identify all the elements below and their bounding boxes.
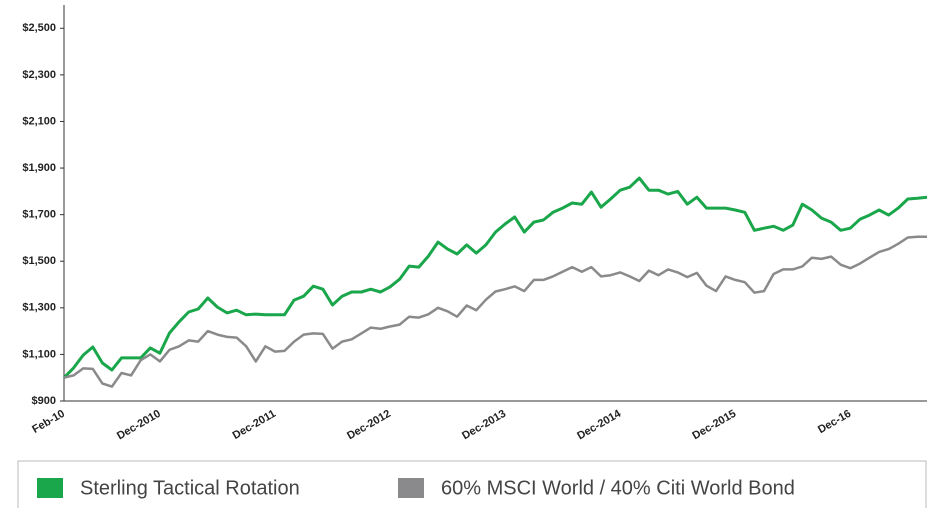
series-line xyxy=(62,176,928,379)
x-tick-label: Dec-16 xyxy=(816,408,853,436)
y-tick-label: $1,900 xyxy=(22,162,56,174)
x-tick-label: Dec-2013 xyxy=(460,408,508,443)
y-tick-label: $2,100 xyxy=(22,115,56,127)
y-tick-label: $1,700 xyxy=(22,209,56,221)
x-tick-label: Dec-2010 xyxy=(115,408,163,443)
x-tick-label: Dec-2011 xyxy=(231,408,278,442)
y-tick-label: $900 xyxy=(32,395,56,407)
x-tick-label: Dec-2012 xyxy=(345,408,393,443)
y-tick-label: $2,300 xyxy=(22,69,56,81)
x-tick-label: Feb-10 xyxy=(30,408,67,436)
legend-swatch xyxy=(37,478,63,498)
y-tick-label: $1,500 xyxy=(22,255,56,267)
legend-label: 60% MSCI World / 40% Citi World Bond xyxy=(441,477,795,499)
x-tick-label: Dec-2015 xyxy=(690,408,738,443)
legend-box xyxy=(17,460,927,508)
y-tick-label: $1,100 xyxy=(22,348,56,360)
y-tick-label: $2,500 xyxy=(22,22,56,34)
y-tick-label: $1,300 xyxy=(22,302,56,314)
legend-label: Sterling Tactical Rotation xyxy=(80,477,300,499)
series-line xyxy=(63,235,927,388)
x-tick-label: Dec-2014 xyxy=(575,407,624,442)
legend-swatch xyxy=(398,478,424,498)
